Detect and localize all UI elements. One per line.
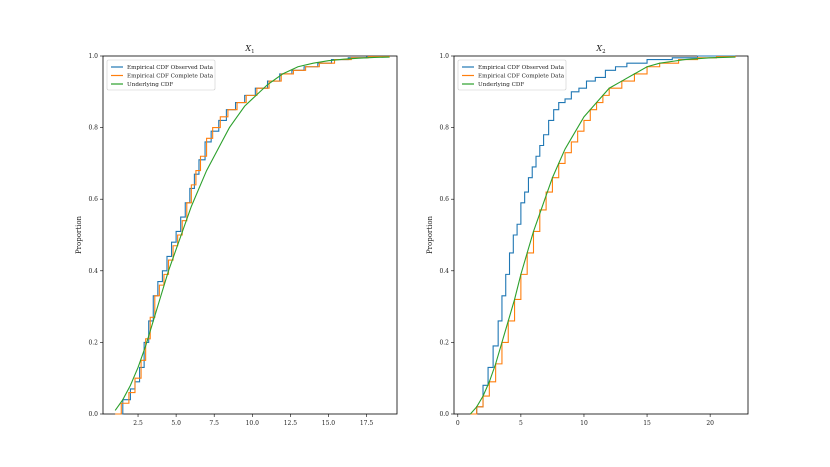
series-line-underlying [469, 56, 736, 415]
x-tick-label: 0 [456, 420, 460, 427]
legend-label: Empirical CDF Complete Data [478, 74, 565, 80]
chart-title-main: X [595, 44, 602, 53]
x-tick-label: 2.5 [133, 420, 143, 427]
y-tick-label: 1.0 [439, 53, 449, 60]
y-tick-label: 1.0 [88, 53, 98, 60]
axes-frame [102, 55, 398, 415]
y-tick-label: 0.4 [439, 268, 449, 275]
x-tick-label: 7.5 [209, 420, 219, 427]
legend-label: Underlying CDF [478, 82, 524, 88]
x-tick-label: 15.0 [322, 420, 336, 427]
axes-frame [453, 55, 749, 415]
x-tick-label: 15 [643, 420, 651, 427]
y-tick-label: 0.2 [88, 339, 98, 346]
chart-title-subscript: 2 [602, 49, 606, 55]
x-tick-label: 10.0 [246, 420, 260, 427]
chart-panel-x2: X2 Proportion 0 5 10 15 20 0.0 0.2 0.4 0.6 0.8 1.0 Em… [426, 44, 749, 427]
x-tick-label: 12.5 [284, 420, 298, 427]
y-tick-label: 0.2 [439, 339, 449, 346]
y-tick-label: 0.0 [439, 411, 449, 418]
y-tick-label: 0.6 [88, 196, 98, 203]
legend-box [106, 59, 216, 91]
x-tick-label: 5.0 [171, 420, 181, 427]
y-axis-label: Proportion [75, 215, 83, 254]
y-tick-label: 0.6 [439, 196, 449, 203]
legend-label: Empirical CDF Observed Data [478, 65, 565, 71]
y-tick-label: 0.0 [88, 411, 98, 418]
legend-label: Empirical CDF Complete Data [127, 74, 214, 80]
y-axis-label: Proportion [426, 215, 434, 254]
chart-panel-x1: X1 Proportion 2.5 5.0 7.5 10.0 12.5 15.0 17.5 0.0… [75, 44, 398, 427]
series-line-observed [470, 55, 736, 415]
legend-label: Empirical CDF Observed Data [127, 65, 214, 71]
series-line-underlying [114, 56, 390, 411]
chart-title-main: X [244, 44, 251, 53]
legend-label: Underlying CDF [127, 82, 173, 88]
x-tick-label: 20 [706, 420, 714, 427]
legend-box [457, 59, 567, 91]
y-tick-label: 0.8 [88, 125, 98, 132]
chart-title: X1 [244, 44, 254, 55]
chart-title-subscript: 1 [251, 49, 255, 55]
x-tick-label: 10 [580, 420, 588, 427]
x-tick-label: 17.5 [360, 420, 374, 427]
y-tick-label: 0.4 [88, 268, 98, 275]
x-tick-label: 5 [519, 420, 523, 427]
y-tick-label: 0.8 [439, 125, 449, 132]
series-line-complete [115, 56, 390, 415]
chart-title: X2 [595, 44, 605, 55]
